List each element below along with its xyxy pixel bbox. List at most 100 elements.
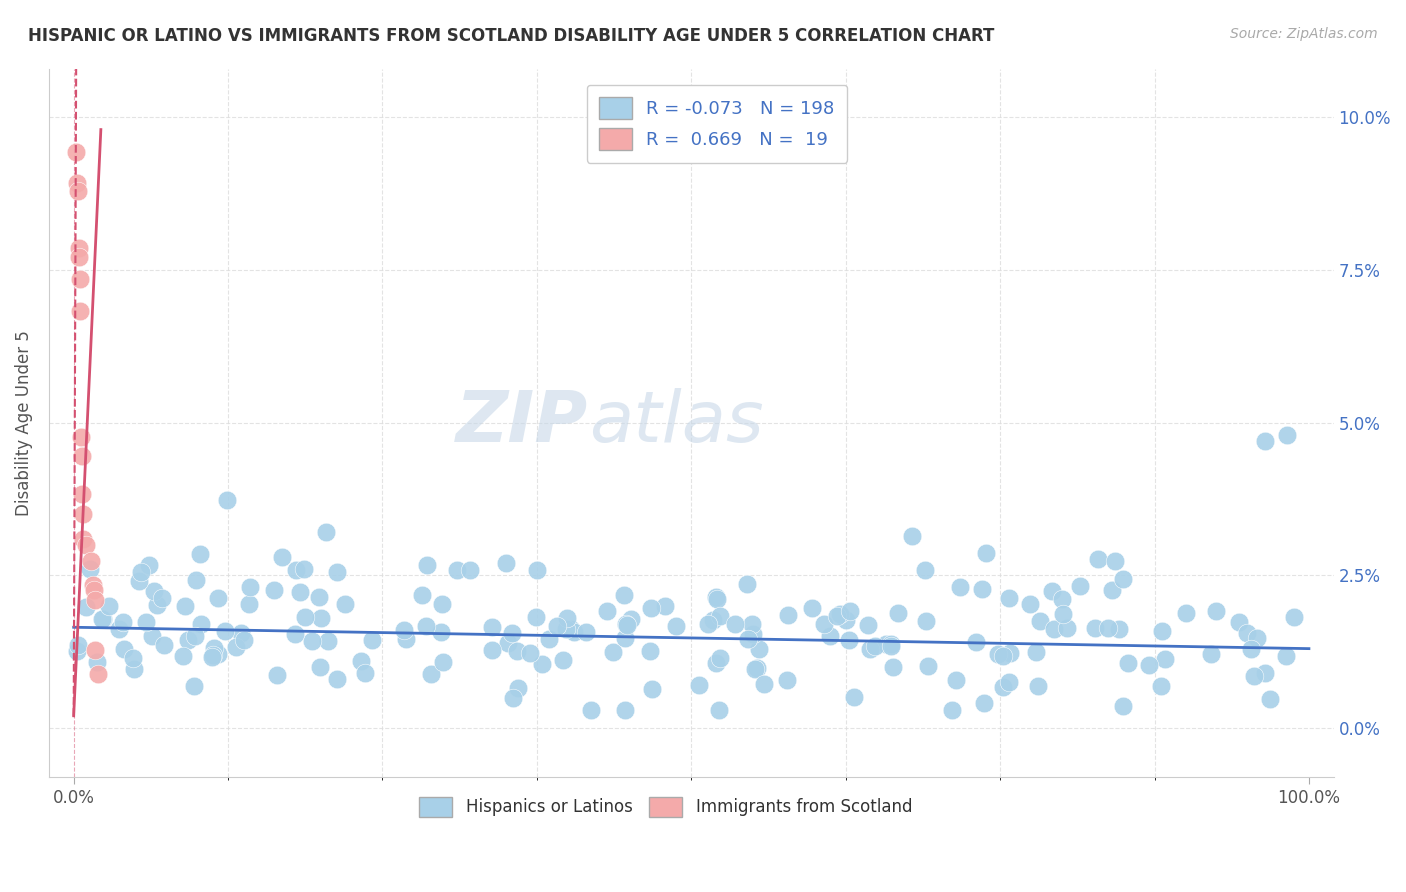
- Point: [67, 638, 90, 652]
- Point: [70, 487, 93, 501]
- Point: [709, 609, 731, 624]
- Point: [1084, 621, 1107, 635]
- Point: [640, 600, 662, 615]
- Point: [1137, 657, 1160, 672]
- Point: [394, 623, 416, 637]
- Point: [1258, 691, 1281, 706]
- Text: HISPANIC OR LATINO VS IMMIGRANTS FROM SCOTLAND DISABILITY AGE UNDER 5 CORRELATIO: HISPANIC OR LATINO VS IMMIGRANTS FROM SC…: [28, 27, 994, 45]
- Point: [997, 675, 1019, 690]
- Point: [325, 673, 347, 687]
- Point: [702, 613, 724, 627]
- Point: [707, 703, 730, 717]
- Point: [495, 556, 517, 570]
- Point: [1175, 606, 1198, 620]
- Point: [411, 589, 433, 603]
- Point: [183, 679, 205, 693]
- Point: [993, 648, 1015, 663]
- Point: [1152, 624, 1174, 638]
- Point: [361, 632, 384, 647]
- Point: [856, 618, 879, 632]
- Point: [395, 632, 418, 647]
- Point: [526, 563, 548, 577]
- Point: [1154, 651, 1177, 665]
- Point: [172, 649, 194, 664]
- Point: [316, 634, 339, 648]
- Point: [349, 654, 371, 668]
- Point: [706, 591, 728, 606]
- Point: [1201, 648, 1223, 662]
- Point: [1246, 631, 1268, 645]
- Point: [354, 665, 377, 680]
- Point: [704, 656, 727, 670]
- Point: [1284, 610, 1306, 624]
- Point: [87, 667, 110, 681]
- Point: [290, 585, 312, 599]
- Point: [271, 550, 294, 565]
- Point: [974, 546, 997, 560]
- Point: [112, 641, 135, 656]
- Point: [614, 632, 637, 646]
- Point: [747, 661, 769, 675]
- Point: [66, 176, 89, 190]
- Point: [238, 597, 260, 611]
- Point: [72, 532, 94, 546]
- Point: [82, 577, 104, 591]
- Point: [233, 632, 256, 647]
- Point: [174, 599, 197, 613]
- Point: [98, 599, 121, 613]
- Point: [1236, 626, 1258, 640]
- Point: [614, 703, 637, 717]
- Point: [496, 636, 519, 650]
- Point: [1108, 622, 1130, 636]
- Text: Source: ZipAtlas.com: Source: ZipAtlas.com: [1230, 27, 1378, 41]
- Point: [665, 619, 688, 633]
- Point: [1104, 554, 1126, 568]
- Point: [825, 609, 848, 624]
- Point: [111, 615, 134, 629]
- Point: [1243, 669, 1265, 683]
- Point: [229, 625, 252, 640]
- Point: [1112, 573, 1135, 587]
- Point: [83, 583, 105, 598]
- Point: [688, 678, 710, 692]
- Point: [66, 644, 89, 658]
- Point: [266, 667, 288, 681]
- Point: [901, 529, 924, 543]
- Point: [135, 615, 157, 630]
- Point: [579, 703, 602, 717]
- Point: [914, 563, 936, 577]
- Point: [207, 647, 229, 661]
- Point: [835, 613, 858, 627]
- Point: [735, 577, 758, 591]
- Point: [86, 655, 108, 669]
- Point: [818, 629, 841, 643]
- Point: [801, 600, 824, 615]
- Point: [1275, 428, 1298, 442]
- Point: [420, 667, 443, 681]
- Point: [1052, 607, 1074, 621]
- Point: [709, 650, 731, 665]
- Point: [1097, 621, 1119, 635]
- Point: [214, 624, 236, 639]
- Point: [917, 658, 939, 673]
- Legend: Hispanics or Latinos, Immigrants from Scotland: Hispanics or Latinos, Immigrants from Sc…: [411, 789, 921, 825]
- Point: [285, 563, 308, 577]
- Point: [129, 565, 152, 579]
- Point: [1025, 645, 1047, 659]
- Point: [1056, 621, 1078, 635]
- Point: [560, 622, 582, 636]
- Point: [143, 583, 166, 598]
- Point: [991, 681, 1014, 695]
- Point: [1275, 648, 1298, 663]
- Point: [1026, 679, 1049, 693]
- Point: [326, 565, 349, 579]
- Point: [638, 644, 661, 658]
- Point: [69, 272, 91, 286]
- Point: [183, 629, 205, 643]
- Point: [432, 655, 454, 669]
- Point: [108, 623, 131, 637]
- Point: [863, 640, 886, 654]
- Point: [1116, 656, 1139, 670]
- Point: [880, 639, 903, 653]
- Point: [122, 651, 145, 665]
